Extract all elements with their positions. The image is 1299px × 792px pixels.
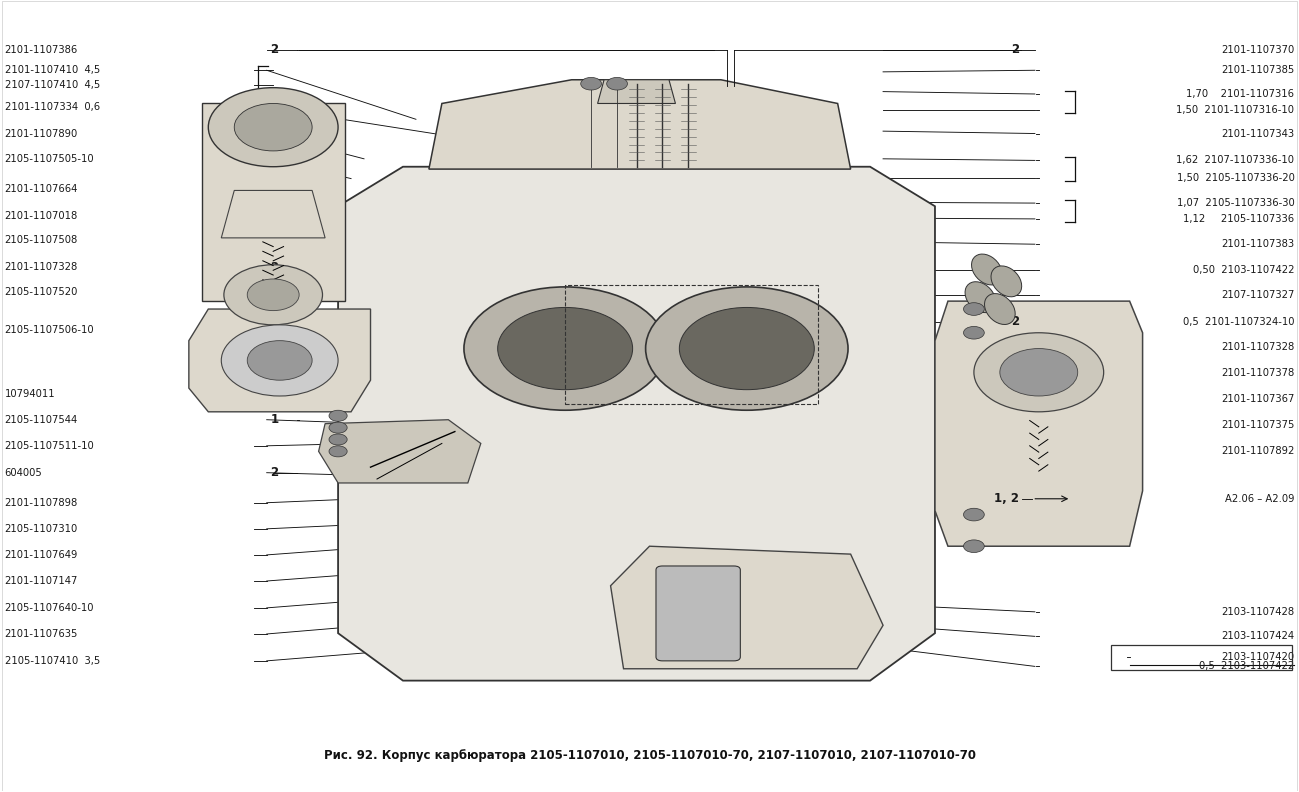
Text: A2.06 – A2.09: A2.06 – A2.09: [1225, 493, 1294, 504]
Text: 2101-1107147: 2101-1107147: [5, 576, 78, 586]
Polygon shape: [318, 420, 481, 483]
Text: 2101-1107892: 2101-1107892: [1221, 447, 1294, 456]
Text: 604005: 604005: [5, 468, 43, 478]
Text: 2101-1107898: 2101-1107898: [5, 497, 78, 508]
Text: 0,5  2101-1107324-10: 0,5 2101-1107324-10: [1183, 317, 1294, 326]
Text: 2101-1107328: 2101-1107328: [1221, 342, 1294, 352]
Text: 2: 2: [270, 44, 279, 56]
Text: 2101-1107328: 2101-1107328: [5, 262, 78, 272]
Text: 1,07  2105-1107336-30: 1,07 2105-1107336-30: [1177, 198, 1294, 208]
Text: 1,50  2105-1107336-20: 1,50 2105-1107336-20: [1177, 173, 1294, 183]
Text: 0,5  2103-1107422: 0,5 2103-1107422: [1199, 661, 1294, 672]
Text: 2: 2: [1011, 44, 1020, 56]
Text: 2105-1107511-10: 2105-1107511-10: [5, 441, 95, 451]
Text: 2: 2: [1011, 315, 1020, 328]
Text: 2105-1107640-10: 2105-1107640-10: [5, 603, 94, 613]
Text: 2: 2: [270, 101, 279, 114]
Polygon shape: [221, 190, 325, 238]
Text: 1: 1: [270, 285, 279, 298]
Text: 1,62  2107-1107336-10: 1,62 2107-1107336-10: [1177, 155, 1294, 166]
Text: 2: 2: [270, 466, 279, 479]
Polygon shape: [338, 167, 935, 680]
Text: 2101-1107890: 2101-1107890: [5, 128, 78, 139]
Ellipse shape: [991, 266, 1022, 297]
Text: 2101-1107635: 2101-1107635: [5, 629, 78, 639]
Text: 2105-1107506-10: 2105-1107506-10: [5, 325, 95, 334]
Polygon shape: [429, 80, 851, 169]
Circle shape: [329, 410, 347, 421]
Text: 2101-1107018: 2101-1107018: [5, 211, 78, 221]
Circle shape: [247, 279, 299, 310]
Text: 2101-1107383: 2101-1107383: [1221, 239, 1294, 249]
Text: 2101-1107649: 2101-1107649: [5, 550, 78, 560]
Text: 2101-1107334  0,6: 2101-1107334 0,6: [5, 102, 100, 112]
Circle shape: [964, 326, 985, 339]
Text: 2101-1107375: 2101-1107375: [1221, 421, 1294, 430]
Circle shape: [329, 422, 347, 433]
Circle shape: [964, 540, 985, 553]
Text: 10794011: 10794011: [5, 389, 56, 398]
Circle shape: [607, 78, 627, 90]
Ellipse shape: [965, 282, 996, 313]
Circle shape: [221, 325, 338, 396]
Text: 2101-1107410  4,5: 2101-1107410 4,5: [5, 65, 100, 75]
Text: 2103-1107428: 2103-1107428: [1221, 607, 1294, 617]
Circle shape: [679, 307, 814, 390]
Text: 1: 1: [270, 209, 279, 223]
Text: 2101-1107367: 2101-1107367: [1221, 394, 1294, 404]
Text: 2107-1107410  4,5: 2107-1107410 4,5: [5, 80, 100, 90]
Text: 2101-1107386: 2101-1107386: [5, 44, 78, 55]
Text: 2107-1107327: 2107-1107327: [1221, 290, 1294, 300]
Circle shape: [964, 508, 985, 521]
Text: 2105-1107505-10: 2105-1107505-10: [5, 154, 95, 164]
Circle shape: [329, 434, 347, 445]
Text: 2101-1107664: 2101-1107664: [5, 184, 78, 194]
Text: 1,12     2105-1107336: 1,12 2105-1107336: [1183, 214, 1294, 224]
Text: 2105-1107508: 2105-1107508: [5, 235, 78, 246]
Circle shape: [646, 287, 848, 410]
Polygon shape: [188, 309, 370, 412]
Text: 2105-1107410  3,5: 2105-1107410 3,5: [5, 656, 100, 666]
Circle shape: [208, 88, 338, 167]
Text: 2: 2: [270, 261, 279, 273]
Text: 2101-1107343: 2101-1107343: [1221, 128, 1294, 139]
Circle shape: [234, 104, 312, 151]
Text: Рис. 92. Корпус карбюратора 2105-1107010, 2105-1107010-70, 2107-1107010, 2107-11: Рис. 92. Корпус карбюратора 2105-1107010…: [323, 749, 976, 762]
Polygon shape: [598, 80, 675, 104]
Polygon shape: [201, 104, 344, 301]
Text: 2101-1107370: 2101-1107370: [1221, 44, 1294, 55]
Circle shape: [974, 333, 1104, 412]
Text: 1: 1: [1011, 393, 1020, 406]
Circle shape: [464, 287, 666, 410]
Text: 2105-1107310: 2105-1107310: [5, 524, 78, 534]
Circle shape: [223, 265, 322, 325]
Text: 2101-1107378: 2101-1107378: [1221, 368, 1294, 378]
Circle shape: [581, 78, 601, 90]
Text: 2105-1107544: 2105-1107544: [5, 415, 78, 425]
Text: 2103-1107420: 2103-1107420: [1221, 652, 1294, 662]
Circle shape: [498, 307, 633, 390]
Text: 2103-1107424: 2103-1107424: [1221, 631, 1294, 642]
Ellipse shape: [972, 254, 1003, 285]
Circle shape: [1000, 348, 1078, 396]
Text: 1,70    2101-1107316: 1,70 2101-1107316: [1186, 89, 1294, 99]
Text: 0,50  2103-1107422: 0,50 2103-1107422: [1192, 265, 1294, 275]
Circle shape: [329, 446, 347, 457]
Polygon shape: [935, 301, 1143, 546]
Circle shape: [247, 341, 312, 380]
Text: 1: 1: [270, 413, 279, 426]
Polygon shape: [611, 546, 883, 668]
Text: 2105-1107520: 2105-1107520: [5, 287, 78, 297]
Text: 1,50  2101-1107316-10: 1,50 2101-1107316-10: [1177, 105, 1294, 115]
Text: 2: 2: [1011, 341, 1020, 353]
Text: 1, 2: 1, 2: [994, 493, 1020, 505]
Text: 2101-1107385: 2101-1107385: [1221, 65, 1294, 75]
Circle shape: [964, 303, 985, 315]
Ellipse shape: [985, 294, 1016, 325]
FancyBboxPatch shape: [656, 566, 740, 661]
